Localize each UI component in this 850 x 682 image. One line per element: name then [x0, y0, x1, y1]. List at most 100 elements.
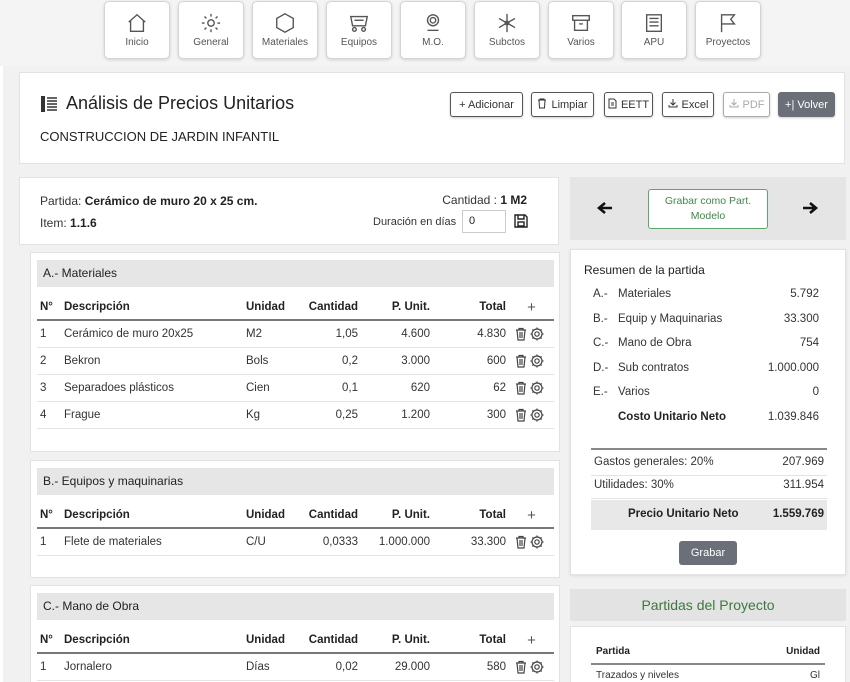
- trash-icon[interactable]: [514, 327, 528, 341]
- grabar-button[interactable]: Grabar: [679, 541, 737, 565]
- cell-unidad: Kg: [243, 401, 301, 429]
- divider: [591, 448, 827, 450]
- nav-varios[interactable]: Varios: [548, 1, 614, 59]
- gastos-row: Gastos generales: 20% 207.969: [591, 450, 827, 476]
- trash-icon[interactable]: [514, 381, 528, 395]
- worker-icon: [422, 12, 444, 34]
- gear-icon[interactable]: [530, 535, 544, 549]
- eett-label: EETT: [620, 98, 650, 111]
- table-header: N° Descripción Unidad Cantidad P. Unit. …: [37, 295, 554, 321]
- adicionar-button[interactable]: + Adicionar: [450, 92, 523, 117]
- row-key: E.-: [593, 386, 608, 398]
- nav-equipos[interactable]: Equipos: [326, 1, 392, 59]
- gear-icon[interactable]: [530, 660, 544, 674]
- row-name: Sub contratos: [618, 362, 689, 374]
- resumen-title: Resumen de la partida: [584, 263, 705, 277]
- save-icon[interactable]: [514, 214, 528, 228]
- row-name: Materiales: [618, 288, 672, 300]
- nav-subctos[interactable]: Subctos: [474, 1, 540, 59]
- table-row: 1 Cerámico de muro 20x25 M2 1,05 4.600 4…: [37, 320, 554, 348]
- trash-icon[interactable]: [514, 408, 528, 422]
- duracion-input[interactable]: 0: [462, 210, 506, 233]
- nav-label: Proyectos: [705, 37, 751, 48]
- table-row: 2 Bekron Bols 0,2 3.000 600: [37, 347, 554, 375]
- trash-icon[interactable]: [514, 660, 528, 674]
- nav-label: Varios: [567, 37, 595, 48]
- cell-punit: 1.000.000: [361, 528, 433, 556]
- partida-nav-card: Grabar como Part. Modelo: [570, 177, 846, 240]
- nav-inicio[interactable]: Inicio: [104, 1, 170, 59]
- gear-icon[interactable]: [530, 381, 544, 395]
- add-row-button[interactable]: +: [509, 628, 554, 654]
- col-punit: P. Unit.: [361, 628, 433, 654]
- col-cantidad: Cantidad: [301, 295, 361, 321]
- table-row[interactable]: Trazados y niveles Gl: [591, 664, 825, 682]
- equipos-table: N° Descripción Unidad Cantidad P. Unit. …: [37, 503, 554, 556]
- resumen-row: B.- Equip y Maquinarias 33.300: [593, 313, 819, 337]
- nav-label: APU: [643, 37, 665, 48]
- gear-icon[interactable]: [530, 408, 544, 422]
- cell-unidad: Bols: [243, 347, 301, 375]
- cell-cantidad: 0,02: [301, 653, 361, 681]
- table-row: 3 Separadoes plásticos Cien 0,1 620 62: [37, 374, 554, 402]
- materiales-table: N° Descripción Unidad Cantidad P. Unit. …: [37, 295, 554, 429]
- cell-unidad: Días: [243, 653, 301, 681]
- section-title: C.- Mano de Obra: [37, 593, 554, 620]
- trash-icon[interactable]: [514, 535, 528, 549]
- download-icon: [729, 98, 739, 111]
- item-value: 1.1.6: [70, 216, 97, 230]
- col-total: Total: [433, 295, 509, 321]
- gear-icon[interactable]: [530, 354, 544, 368]
- row-value: 1.559.769: [772, 508, 824, 520]
- pdf-button[interactable]: PDF: [723, 92, 770, 117]
- gear-icon: [200, 12, 222, 34]
- col-n: N°: [37, 295, 61, 321]
- gear-icon[interactable]: [530, 327, 544, 341]
- cell-total: 580: [433, 653, 509, 681]
- nav-apu[interactable]: APU: [621, 1, 687, 59]
- cell-total: 4.830: [433, 320, 509, 348]
- add-row-button[interactable]: +: [509, 503, 554, 529]
- table-row: 1 Flete de materiales C/U 0,0333 1.000.0…: [37, 528, 554, 556]
- home-icon: [126, 12, 148, 34]
- trash-icon[interactable]: [514, 354, 528, 368]
- duracion-label: Duración en días: [373, 216, 457, 228]
- partidas-proyecto-title: Partidas del Proyecto: [570, 589, 846, 621]
- cell-total: 33.300: [433, 528, 509, 556]
- col-total: Total: [433, 628, 509, 654]
- trash-icon: [537, 98, 547, 112]
- grabar-modelo-button[interactable]: Grabar como Part. Modelo: [648, 189, 768, 229]
- eett-button[interactable]: EETT: [604, 92, 653, 117]
- cell-n: 2: [37, 347, 61, 375]
- arrow-left-icon[interactable]: [596, 199, 614, 217]
- add-row-button[interactable]: +: [509, 295, 554, 321]
- excel-button[interactable]: Excel: [662, 92, 714, 117]
- row-name: Varios: [618, 386, 650, 398]
- col-cantidad: Cantidad: [301, 628, 361, 654]
- volver-button[interactable]: +| Volver: [778, 92, 835, 117]
- file-icon: [608, 98, 617, 112]
- row-name: Mano de Obra: [618, 337, 692, 349]
- cell-desc: Bekron: [61, 347, 243, 375]
- partidas-proyecto-table: Partida Unidad Trazados y niveles Gl: [591, 639, 825, 682]
- nav-general[interactable]: General: [178, 1, 244, 59]
- cell-partida: Trazados y niveles: [591, 664, 750, 682]
- nav-materiales[interactable]: Materiales: [252, 1, 318, 59]
- nav-proyectos[interactable]: Proyectos: [695, 1, 761, 59]
- cell-cantidad: 0,2: [301, 347, 361, 375]
- col-punit: P. Unit.: [361, 503, 433, 529]
- limpiar-button[interactable]: Limpiar: [531, 92, 594, 117]
- cell-punit: 29.000: [361, 653, 433, 681]
- nav-mo[interactable]: M.O.: [400, 1, 466, 59]
- row-actions: [509, 401, 554, 429]
- mano-obra-card: C.- Mano de Obra N° Descripción Unidad C…: [30, 585, 560, 682]
- row-value: 33.300: [783, 313, 819, 325]
- cell-n: 1: [37, 528, 61, 556]
- col-n: N°: [37, 628, 61, 654]
- row-key: C.-: [593, 337, 609, 349]
- cell-n: 3: [37, 374, 61, 402]
- row-value: 1.000.000: [767, 362, 819, 374]
- arrow-right-icon[interactable]: [801, 199, 819, 217]
- nav-label: Materiales: [261, 37, 309, 48]
- table-header: Partida Unidad: [591, 639, 825, 665]
